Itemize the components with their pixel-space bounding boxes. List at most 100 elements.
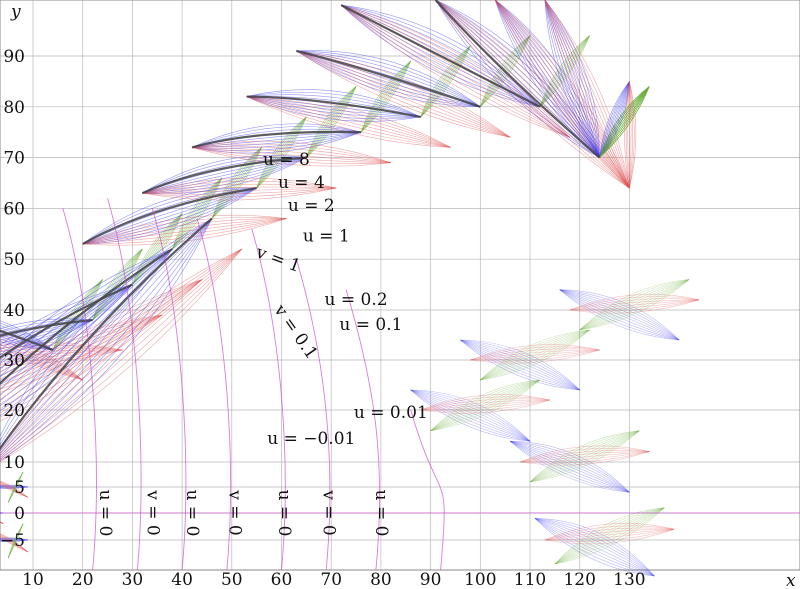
level-curve xyxy=(569,299,700,311)
level-curve xyxy=(420,398,550,411)
level-curve xyxy=(296,50,511,138)
level-curve xyxy=(0,218,213,446)
level-curve xyxy=(544,0,630,189)
level-curve xyxy=(627,81,630,189)
level-curve xyxy=(246,96,451,148)
level-curve xyxy=(0,319,93,344)
zero-curve xyxy=(196,218,231,571)
level-curve xyxy=(430,379,540,432)
level-curve xyxy=(529,430,640,483)
level-curve xyxy=(460,339,580,391)
level-curve xyxy=(340,4,570,138)
level-curve xyxy=(470,349,600,361)
level-curve xyxy=(435,0,630,189)
level-curve xyxy=(554,507,665,565)
curve-annotation: u = 0.2 xyxy=(325,290,388,310)
level-curve xyxy=(579,279,690,331)
level-curve xyxy=(410,389,531,442)
level-curve xyxy=(470,349,600,361)
level-curve xyxy=(0,248,242,458)
level-curve xyxy=(554,507,665,565)
y-tick-label: 0 xyxy=(14,504,25,524)
level-curve xyxy=(420,45,471,118)
level-curve xyxy=(0,314,163,383)
level-curve xyxy=(579,279,690,331)
level-curve xyxy=(510,440,630,493)
level-curve xyxy=(559,289,680,341)
level-curve xyxy=(0,338,83,381)
level-curve xyxy=(0,248,242,457)
level-curve xyxy=(599,81,630,158)
level-curve xyxy=(0,484,29,498)
level-curve xyxy=(559,289,680,341)
level-curve xyxy=(579,279,690,331)
boundary-curve xyxy=(141,156,307,195)
level-curve xyxy=(420,45,471,118)
level-curve xyxy=(430,379,540,432)
level-curve xyxy=(544,527,675,541)
level-curve xyxy=(534,518,655,577)
level-curve xyxy=(509,440,630,493)
level-curve xyxy=(420,399,550,411)
level-curve xyxy=(569,299,700,312)
boundary-curve xyxy=(246,95,421,119)
y-axis-label: y xyxy=(10,2,21,22)
level-curve xyxy=(341,4,570,138)
y-tick-label: 10 xyxy=(3,453,25,473)
level-curve xyxy=(142,157,307,194)
level-curve xyxy=(470,344,600,361)
level-curve xyxy=(306,86,357,158)
level-curve xyxy=(142,187,337,198)
level-curve xyxy=(509,440,630,493)
level-curve xyxy=(0,319,93,350)
level-curve xyxy=(460,339,580,391)
level-curve xyxy=(82,218,287,245)
level-curve xyxy=(510,440,630,493)
y-tick-label: 60 xyxy=(3,199,25,219)
level-curve xyxy=(142,157,307,194)
level-curve xyxy=(0,279,203,405)
level-curve xyxy=(92,248,143,321)
level-curve xyxy=(599,86,650,158)
x-tick-label: 90 xyxy=(420,570,442,589)
level-curve xyxy=(341,4,541,108)
level-curve xyxy=(191,131,362,149)
level-curve xyxy=(559,289,680,341)
level-curve xyxy=(420,45,471,118)
level-curve xyxy=(460,339,580,391)
level-curve xyxy=(435,0,630,189)
level-curve xyxy=(494,0,630,189)
level-curve xyxy=(435,0,630,189)
level-curve xyxy=(340,4,570,138)
level-curve xyxy=(360,60,411,133)
level-curve xyxy=(624,81,630,189)
level-curve xyxy=(0,536,29,553)
level-curve xyxy=(246,96,451,148)
level-curve xyxy=(0,320,54,351)
y-tick-label: 40 xyxy=(3,301,25,321)
level-curve xyxy=(470,346,600,361)
level-curve xyxy=(0,248,173,378)
level-curve xyxy=(0,248,242,460)
curve-annotation: u = −0.01 xyxy=(267,429,355,449)
level-curve xyxy=(544,0,630,189)
level-curve xyxy=(494,0,630,189)
boundary-curve xyxy=(0,248,173,386)
level-curve xyxy=(191,131,362,151)
level-curve xyxy=(340,4,570,138)
level-curve xyxy=(171,177,223,250)
level-curve xyxy=(494,0,600,158)
level-curve xyxy=(629,81,637,189)
level-curve xyxy=(0,340,83,381)
boundary-curve xyxy=(191,130,362,149)
level-curve xyxy=(82,187,257,245)
level-curve xyxy=(0,349,83,381)
level-curve xyxy=(0,248,173,364)
curve-annotation: u = 0 xyxy=(371,490,391,537)
level-curve xyxy=(360,60,411,133)
level-curve xyxy=(430,379,541,432)
level-curve xyxy=(544,0,600,158)
level-curve xyxy=(544,0,630,189)
level-curve xyxy=(529,430,640,483)
level-curve xyxy=(340,4,540,108)
